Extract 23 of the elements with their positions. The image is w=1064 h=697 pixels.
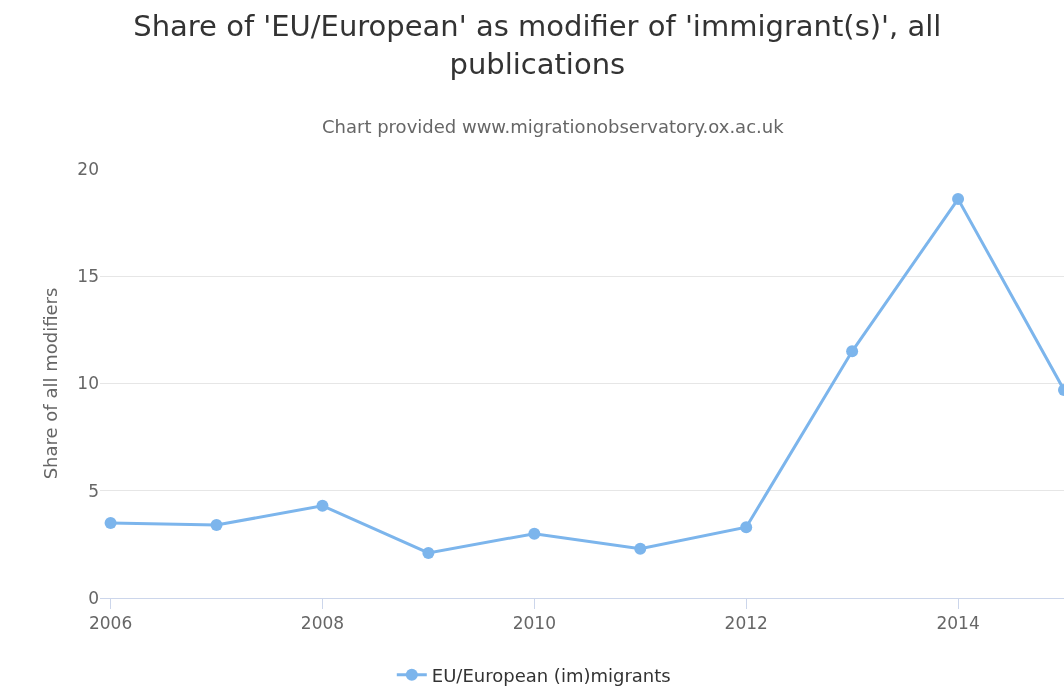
point <box>104 516 117 529</box>
x-tick-label: 2014 <box>936 613 980 634</box>
y-tick-label: 10 <box>77 373 99 394</box>
chart-subtitle: Chart provided www.migrationobservatory.ox.ac.uk <box>322 116 785 137</box>
x-tick-label: 2010 <box>512 613 556 634</box>
x-tick-label: 2008 <box>300 613 345 634</box>
point <box>952 193 965 206</box>
point <box>740 521 753 534</box>
point <box>634 542 647 555</box>
x-tick-label: 2012 <box>724 613 768 634</box>
y-tick-label: 5 <box>88 480 99 501</box>
y-tick-label: 0 <box>88 587 99 608</box>
chart-title: Share of 'EU/European' as modifier of 'immigrant(s)', all publications <box>133 9 942 81</box>
point <box>210 519 223 532</box>
y-tick-label: 15 <box>77 266 99 287</box>
y-axis-title: Share of all modifiers <box>39 287 61 480</box>
point <box>316 499 329 512</box>
point <box>528 527 541 540</box>
y-tick-label: 20 <box>77 158 99 179</box>
x-tick-label: 2006 <box>88 613 133 634</box>
legend-label: EU/European (im)migrants <box>431 664 671 686</box>
point <box>422 546 435 559</box>
point <box>846 345 859 358</box>
